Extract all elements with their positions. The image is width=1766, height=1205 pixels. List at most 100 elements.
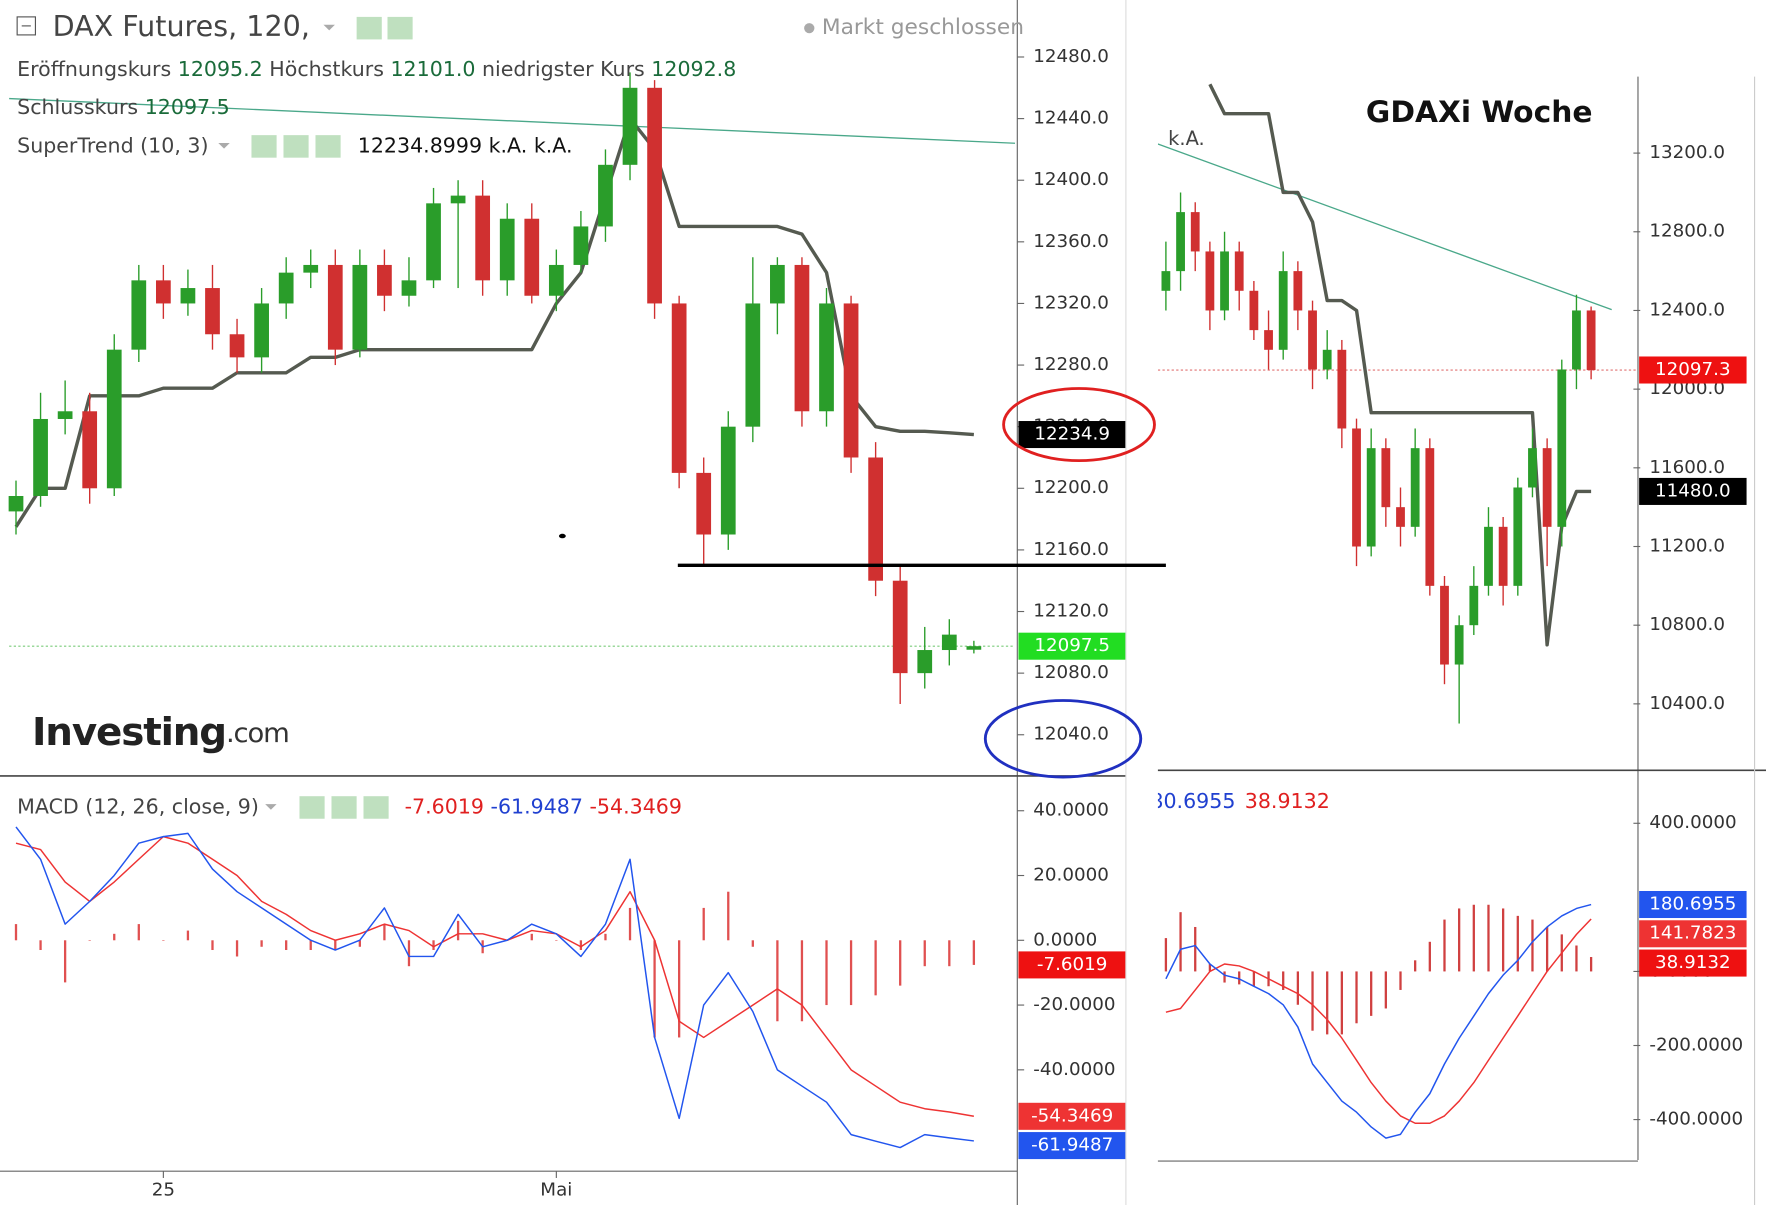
signal-line <box>1165 918 1592 1124</box>
histogram-bar <box>1487 904 1490 972</box>
legend-label: niedrigster Kurs <box>482 57 645 81</box>
histogram-bar <box>1516 915 1519 972</box>
histogram-bar <box>309 940 312 951</box>
histogram-bar <box>1208 964 1212 972</box>
macd-line <box>1165 903 1592 1139</box>
settings-icon[interactable] <box>283 135 309 158</box>
histogram-bar <box>137 924 140 941</box>
histogram-bar <box>1223 971 1226 983</box>
histogram-bar <box>1355 971 1358 1024</box>
close-icon[interactable] <box>315 135 341 158</box>
histogram-bar <box>1458 908 1461 972</box>
candle-body <box>1366 448 1376 547</box>
legend-label: Höchstkurs <box>269 57 384 81</box>
hist-value: -7.6019 <box>405 795 484 819</box>
histogram-bar <box>260 940 263 947</box>
macd-name: MACD (12, 26, close, 9) <box>17 795 259 819</box>
price-box <box>1639 356 1747 384</box>
candle-body <box>106 349 122 489</box>
eye-icon[interactable] <box>356 16 382 40</box>
y-tick-label: -400.0000 <box>1649 1109 1743 1130</box>
y-tick-label: 10400.0 <box>1649 693 1725 714</box>
candle-body <box>548 264 564 296</box>
dropdown-icon[interactable] <box>323 24 335 31</box>
histogram-bar <box>1472 904 1475 972</box>
candle-body <box>278 272 294 304</box>
y-tick-label: 12080.0 <box>1033 662 1109 683</box>
candle-body <box>1278 271 1288 350</box>
y-tick-label: 11200.0 <box>1649 536 1725 557</box>
y-tick-label: 12160.0 <box>1033 539 1109 560</box>
candle-body <box>1322 349 1332 370</box>
dropdown-icon[interactable] <box>265 804 277 810</box>
candle-body <box>1264 330 1273 350</box>
candle-body <box>1161 271 1171 291</box>
candle-body <box>671 303 687 473</box>
candle-body <box>770 264 785 304</box>
settings-icon[interactable] <box>387 16 413 40</box>
y-tick-label: -20.0000 <box>1033 994 1115 1015</box>
y-tick-label: 12400.0 <box>1649 300 1725 321</box>
histogram-bar <box>653 940 656 1038</box>
y-tick-label: 12280.0 <box>1033 354 1109 375</box>
x-tick-label: 25 <box>152 1179 175 1200</box>
price-box <box>1639 477 1747 505</box>
candle-body <box>966 646 982 650</box>
price-box-label: 11480.0 <box>1655 481 1731 502</box>
histogram-bar <box>825 940 828 1006</box>
y-tick-label: 12120.0 <box>1033 601 1109 622</box>
histogram-bar <box>1282 971 1285 990</box>
trendline <box>9 97 1016 144</box>
candle-body <box>327 264 343 350</box>
eye-icon[interactable] <box>251 135 277 158</box>
histogram-bar <box>88 940 91 941</box>
x-tick-label: Mai <box>540 1179 572 1200</box>
indicator-values: 12234.8999 k.A. k.A. <box>358 133 573 157</box>
collapse-icon[interactable] <box>16 16 37 36</box>
settings-icon[interactable] <box>331 796 357 819</box>
eye-icon[interactable] <box>299 796 325 819</box>
candle-body <box>941 634 957 651</box>
candle-body <box>33 418 48 496</box>
price-box-label: -7.6019 <box>1037 954 1108 975</box>
histogram-bar <box>530 933 533 941</box>
candle-body <box>573 226 589 265</box>
price-box <box>1639 920 1747 948</box>
histogram-bar <box>456 920 460 941</box>
histogram-bar <box>334 940 337 951</box>
candle-body <box>696 472 712 535</box>
legend-label: Schlusskurs <box>17 95 138 119</box>
hist-value: 38.9132 <box>1245 789 1330 813</box>
legend-label: Eröffnungskurs <box>17 57 171 81</box>
price-box-label: -61.9487 <box>1031 1135 1113 1156</box>
indicator-extra: k.A. <box>489 133 528 157</box>
ohlc-legend: Eröffnungskurs 12095.2 Höchstkurs 12101.… <box>17 57 736 81</box>
candle-body <box>1572 310 1581 370</box>
y-tick-label: -200.0000 <box>1649 1035 1743 1056</box>
histogram-bar <box>751 940 754 947</box>
candle-body <box>1513 487 1523 586</box>
histogram-bar <box>1428 941 1431 972</box>
dropdown-icon[interactable] <box>218 143 230 149</box>
histogram-bar <box>285 940 288 951</box>
supertrend-line <box>1208 83 1592 647</box>
macd-line <box>15 826 974 1149</box>
histogram-bar <box>800 940 804 1022</box>
candle-body <box>1484 526 1493 586</box>
y-tick-label: 12360.0 <box>1033 231 1109 252</box>
candle-body <box>1410 448 1420 527</box>
close-icon[interactable] <box>363 796 389 819</box>
candle-body <box>229 334 245 358</box>
price-box-label: 12097.3 <box>1655 359 1731 380</box>
candle-body <box>254 303 269 358</box>
histogram-bar <box>1384 971 1387 1009</box>
price-box-label: 38.9132 <box>1655 952 1731 973</box>
candle-body <box>1381 448 1391 508</box>
candle-body <box>426 203 441 281</box>
histogram-bar <box>972 940 976 965</box>
candle-body <box>352 264 368 350</box>
histogram-bar <box>1179 912 1182 972</box>
candle-body <box>377 264 392 296</box>
candle-body <box>843 303 859 458</box>
